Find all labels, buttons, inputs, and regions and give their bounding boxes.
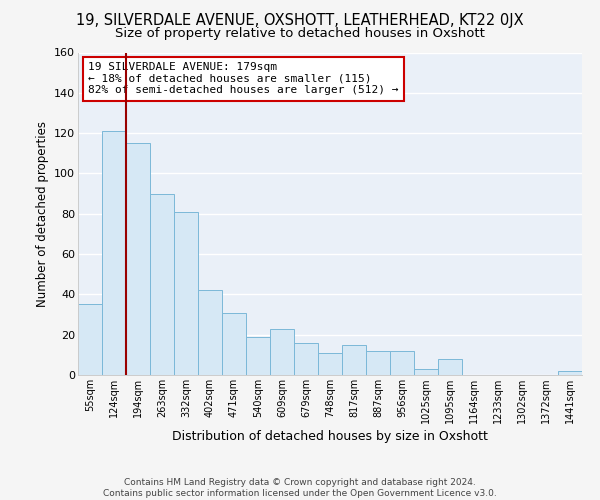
- X-axis label: Distribution of detached houses by size in Oxshott: Distribution of detached houses by size …: [172, 430, 488, 443]
- Bar: [294, 343, 318, 375]
- Bar: [318, 353, 342, 375]
- Bar: [222, 312, 246, 375]
- Text: Contains HM Land Registry data © Crown copyright and database right 2024.
Contai: Contains HM Land Registry data © Crown c…: [103, 478, 497, 498]
- Bar: [102, 131, 126, 375]
- Bar: [366, 351, 390, 375]
- Bar: [78, 304, 102, 375]
- Text: 19, SILVERDALE AVENUE, OXSHOTT, LEATHERHEAD, KT22 0JX: 19, SILVERDALE AVENUE, OXSHOTT, LEATHERH…: [76, 12, 524, 28]
- Y-axis label: Number of detached properties: Number of detached properties: [35, 120, 49, 306]
- Bar: [270, 328, 294, 375]
- Bar: [390, 351, 414, 375]
- Bar: [126, 143, 150, 375]
- Bar: [438, 359, 462, 375]
- Bar: [342, 345, 366, 375]
- Bar: [246, 336, 270, 375]
- Bar: [174, 212, 198, 375]
- Bar: [414, 369, 438, 375]
- Bar: [558, 371, 582, 375]
- Text: Size of property relative to detached houses in Oxshott: Size of property relative to detached ho…: [115, 28, 485, 40]
- Text: 19 SILVERDALE AVENUE: 179sqm
← 18% of detached houses are smaller (115)
82% of s: 19 SILVERDALE AVENUE: 179sqm ← 18% of de…: [88, 62, 398, 96]
- Bar: [150, 194, 174, 375]
- Bar: [198, 290, 222, 375]
